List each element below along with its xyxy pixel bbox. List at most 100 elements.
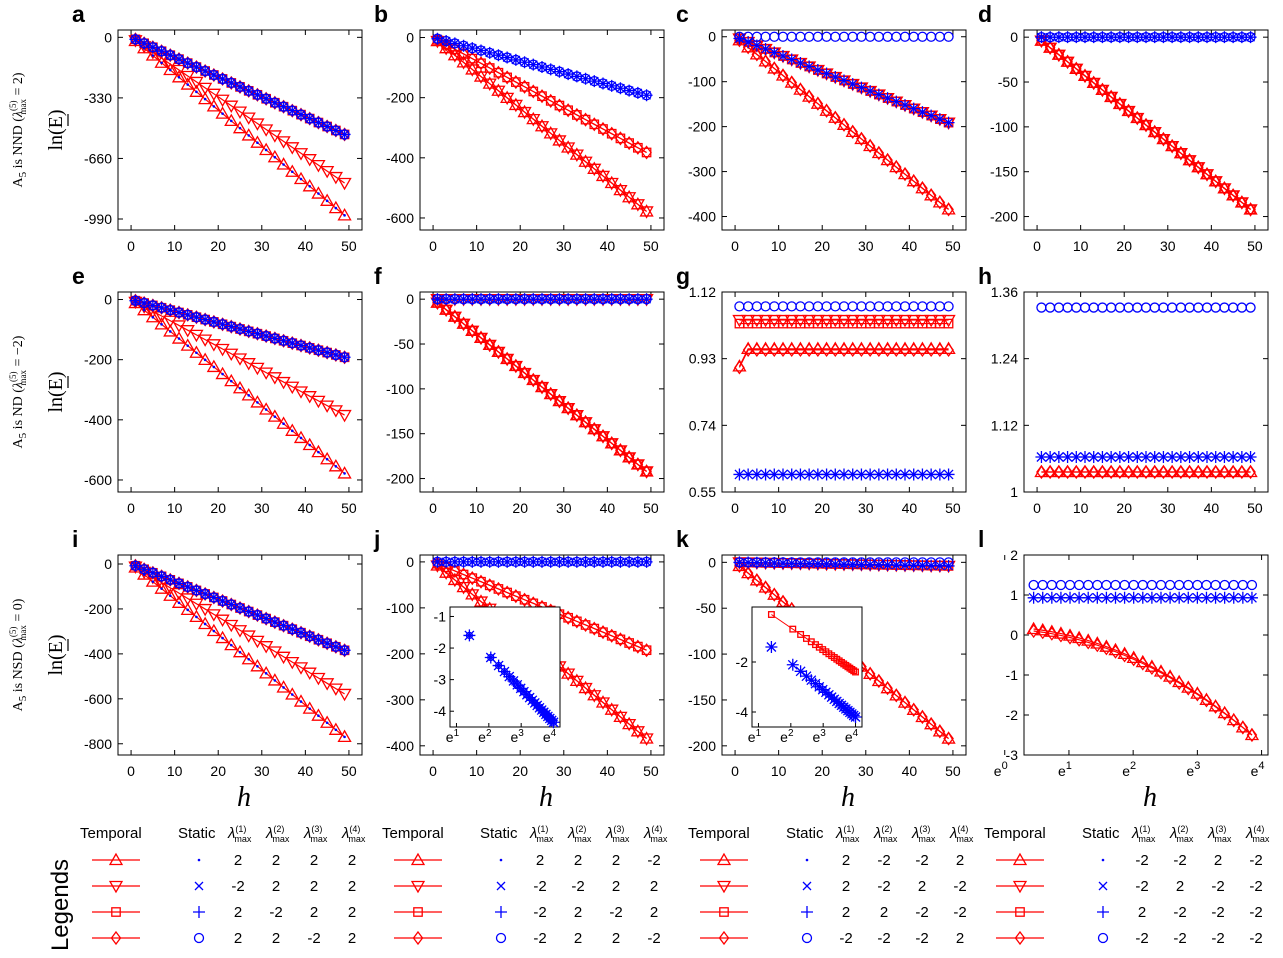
x-tick-label: 20 [512, 763, 528, 779]
y-tick-label: -600 [386, 210, 414, 226]
dot-marker [168, 330, 172, 333]
legend-lambda-header: λ(2) max [567, 824, 592, 844]
plus-marker [925, 109, 938, 122]
x-tick-label: 30 [858, 238, 874, 254]
legend-value: 2 [1214, 852, 1222, 869]
row-label: A5 is NSD (λ(5)max = 0) [8, 598, 29, 711]
diamond-marker [1237, 720, 1249, 735]
legend-lambda-header: λ(2) max [1169, 824, 1194, 844]
x-tick-label: 10 [771, 238, 787, 254]
diamond-marker [1219, 464, 1230, 480]
tri-up-marker [897, 695, 913, 708]
y-tick-label: -200 [688, 738, 716, 754]
x-tick-label: 30 [556, 238, 572, 254]
tri-up-marker [259, 402, 274, 415]
star-marker [1157, 451, 1170, 463]
legend-lambda-header: λ(1) max [1131, 824, 1156, 844]
star-marker [1154, 591, 1167, 604]
svg-text:Legends: Legends [47, 859, 74, 951]
x-tick-label: 0 [429, 500, 437, 516]
diamond-marker [1131, 110, 1143, 126]
circle-marker [287, 105, 298, 116]
legend-value: -2 [1211, 904, 1224, 921]
diamond-marker [475, 330, 487, 345]
star-marker [925, 468, 938, 481]
legend-lambda-header: λ(2) max [873, 824, 898, 844]
diamond-marker [1245, 464, 1256, 480]
series-group [128, 558, 352, 743]
diamond-marker [1101, 641, 1112, 656]
tri-down-marker [578, 156, 593, 170]
tri-up-marker [1104, 464, 1119, 478]
diamond-marker [856, 342, 867, 357]
diamond-marker [1210, 174, 1222, 189]
x-tick-label: 40 [902, 763, 918, 779]
legend-lambda-header: λ(4) max [643, 824, 668, 844]
diamond-marker [899, 342, 911, 357]
tri-up-marker [716, 852, 732, 866]
inset-y-tick-label: -3 [434, 672, 447, 688]
tri-down-marker [595, 170, 611, 184]
diamond-marker [1158, 464, 1169, 480]
tri-up-marker [410, 852, 426, 866]
x-tick-label: 40 [1204, 500, 1220, 516]
circle-marker [1245, 32, 1256, 43]
dot-marker [212, 105, 216, 108]
legend-value: 2 [272, 878, 280, 895]
plus-marker [801, 906, 813, 918]
star-marker [1236, 591, 1249, 604]
dot-marker [160, 61, 163, 65]
diamond-marker [458, 567, 469, 582]
dot-marker [151, 315, 155, 319]
diamond-marker [1228, 713, 1240, 728]
dot-marker [282, 163, 285, 166]
tri-up-marker [819, 103, 834, 116]
dot-marker [177, 76, 181, 79]
circle-marker [193, 932, 205, 944]
panel-label: a [72, 1, 85, 27]
tri-up-marker [784, 75, 799, 88]
tri-up-marker [320, 451, 335, 465]
x-tick-label: 30 [254, 500, 270, 516]
tri-up-marker [215, 106, 230, 119]
star-marker [811, 468, 824, 481]
diamond-marker [475, 56, 487, 71]
diamond-marker [1184, 153, 1195, 168]
tri-up-marker [500, 90, 515, 103]
y-tick-label: -100 [688, 646, 716, 662]
diamond-marker [623, 450, 635, 465]
diamond-marker [641, 643, 652, 658]
star-marker [1140, 451, 1152, 463]
tri-down-marker [639, 206, 654, 219]
diamond-marker [751, 573, 763, 588]
tri-up-marker [456, 579, 471, 593]
diamond-marker [777, 68, 789, 83]
x-tick-label: 40 [1204, 238, 1220, 254]
star-marker [1218, 451, 1231, 463]
inset-plot: e1 e2 e3 e4-2-4 [736, 606, 863, 745]
x-tick-label: 0 [127, 238, 135, 254]
tri-up-marker [775, 68, 791, 81]
circle-marker [304, 113, 315, 124]
diamond-marker [908, 702, 920, 717]
x-tick-label: 0 [429, 238, 437, 254]
tri-up-marker [1217, 464, 1232, 478]
legend-value: -2 [647, 852, 660, 869]
y-tick-label: -200 [386, 646, 414, 662]
tri-up-marker [259, 666, 274, 679]
tri-down-marker [1012, 880, 1028, 894]
star-marker [846, 468, 859, 481]
square-marker [852, 668, 859, 676]
tri-up-marker [180, 77, 195, 90]
x-tick-label: 10 [771, 763, 787, 779]
legend-value: -2 [915, 930, 928, 947]
diamond-marker [580, 617, 591, 633]
diamond-marker [1079, 68, 1091, 83]
legend-value: -2 [839, 930, 852, 947]
legend-value: 2 [348, 878, 356, 895]
plus-marker [942, 559, 955, 572]
x-tick-label: e2 [1122, 760, 1136, 779]
plus-marker [1097, 906, 1109, 918]
tri-down-marker [630, 726, 645, 739]
dot-marker [264, 148, 268, 152]
